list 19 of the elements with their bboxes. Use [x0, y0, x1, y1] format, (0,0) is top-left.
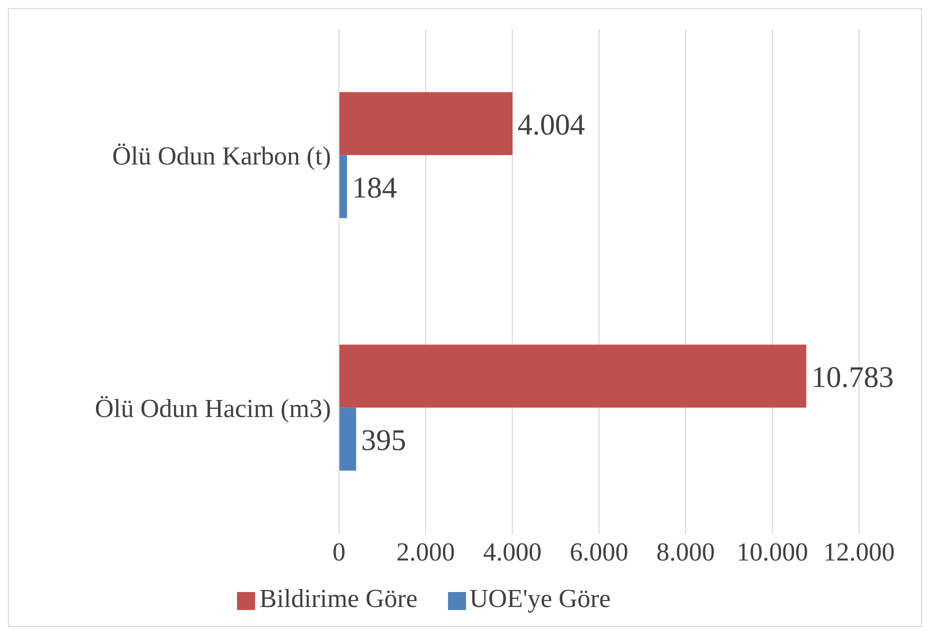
x-tick-label: 0 — [332, 537, 346, 566]
data-label: 395 — [361, 424, 406, 457]
bar — [339, 344, 806, 408]
legend-label: UOE'ye Göre — [470, 584, 611, 613]
y-tick-label: Ölü Odun Karbon (t) — [112, 141, 331, 170]
data-label: 184 — [352, 171, 397, 204]
data-label: 4.004 — [518, 108, 586, 142]
bar — [339, 92, 513, 156]
x-tick-label: 12.000 — [823, 537, 895, 566]
bar — [339, 155, 347, 218]
data-label: 10.783 — [811, 360, 894, 394]
legend-label: Bildirime Göre — [259, 584, 418, 613]
y-tick-label: Ölü Odun Hacim (m3) — [94, 394, 331, 423]
x-tick-label: 4.000 — [483, 537, 542, 566]
x-tick-label: 10.000 — [736, 537, 808, 566]
x-tick-label: 2.000 — [396, 537, 455, 566]
bar — [339, 408, 356, 471]
x-tick-label: 8.000 — [656, 537, 715, 566]
x-tick-label: 6.000 — [570, 537, 628, 566]
